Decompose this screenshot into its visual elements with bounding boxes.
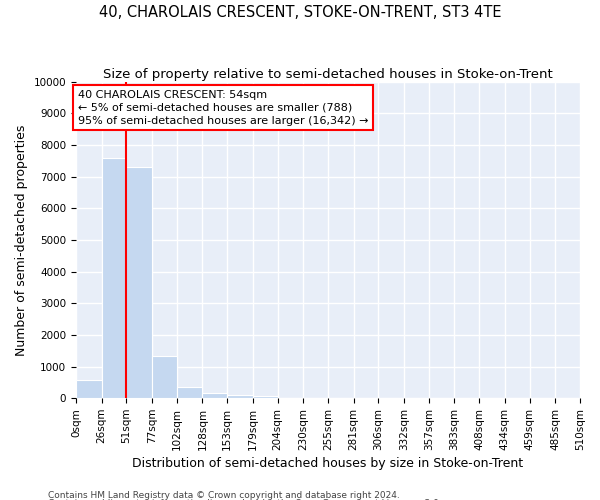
Bar xyxy=(152,356,177,398)
Bar xyxy=(76,380,101,398)
Bar xyxy=(227,394,253,398)
Y-axis label: Number of semi-detached properties: Number of semi-detached properties xyxy=(15,124,28,356)
Bar xyxy=(177,387,202,398)
Bar xyxy=(101,158,127,398)
Text: 40 CHAROLAIS CRESCENT: 54sqm
← 5% of semi-detached houses are smaller (788)
95% : 40 CHAROLAIS CRESCENT: 54sqm ← 5% of sem… xyxy=(78,90,368,126)
Text: Contains HM Land Registry data © Crown copyright and database right 2024.: Contains HM Land Registry data © Crown c… xyxy=(48,490,400,500)
Text: Contains public sector information licensed under the Open Government Licence v3: Contains public sector information licen… xyxy=(48,499,442,500)
Bar xyxy=(202,392,227,398)
Bar xyxy=(253,396,278,398)
Bar xyxy=(127,167,152,398)
Title: Size of property relative to semi-detached houses in Stoke-on-Trent: Size of property relative to semi-detach… xyxy=(103,68,553,80)
X-axis label: Distribution of semi-detached houses by size in Stoke-on-Trent: Distribution of semi-detached houses by … xyxy=(133,457,524,470)
Text: 40, CHAROLAIS CRESCENT, STOKE-ON-TRENT, ST3 4TE: 40, CHAROLAIS CRESCENT, STOKE-ON-TRENT, … xyxy=(99,5,501,20)
